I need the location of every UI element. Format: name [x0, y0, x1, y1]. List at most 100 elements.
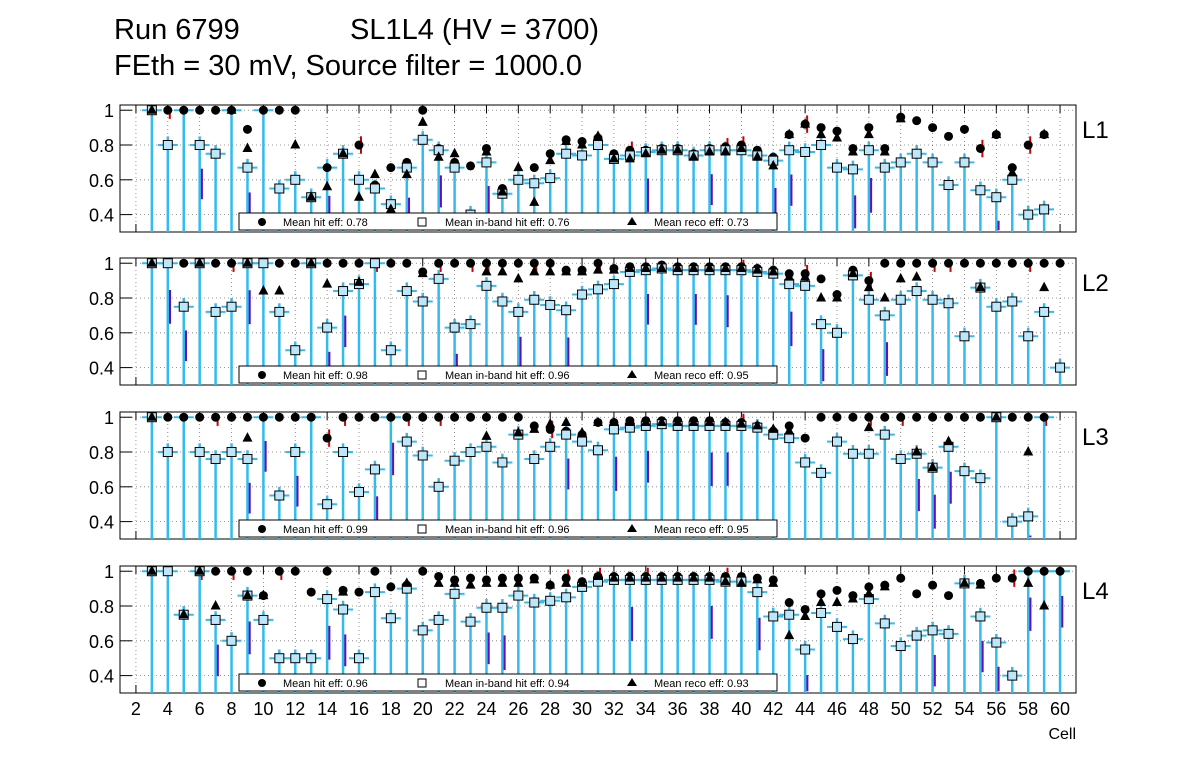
inband-eff-point	[927, 157, 938, 168]
inband-eff-point	[529, 294, 540, 305]
hit-eff-point	[481, 258, 491, 268]
x-tick-label: 48	[859, 699, 879, 719]
reco-eff-point	[306, 191, 317, 201]
inband-eff-point	[577, 289, 588, 300]
hit-eff-point	[386, 582, 396, 592]
hit-eff-point	[529, 163, 539, 173]
legend-inband-marker	[417, 524, 427, 534]
inband-eff-point	[417, 450, 428, 461]
hit-eff-point	[1007, 573, 1017, 583]
reco-eff-point	[895, 272, 906, 283]
inband-eff-point	[465, 319, 476, 330]
chart-title-line2: FEth = 30 mV, Source filter = 1000.0	[114, 50, 583, 82]
hit-eff-point	[1055, 258, 1065, 268]
legend-box	[238, 519, 778, 538]
hit-eff-point	[928, 580, 938, 590]
inband-eff-point	[306, 653, 317, 664]
legend-reco-label: Mean reco eff: 0.93	[654, 678, 749, 690]
hit-eff-point	[274, 412, 284, 422]
hit-eff-point	[434, 571, 444, 581]
reco-eff-point	[640, 416, 651, 426]
reco-eff-point	[290, 139, 301, 149]
reco-eff-point	[640, 147, 651, 158]
reco-eff-point	[879, 145, 890, 156]
inband-eff-point	[816, 607, 827, 618]
reco-eff-point	[784, 425, 795, 435]
hit-eff-point	[959, 412, 969, 422]
y-tick-label: 0.8	[89, 597, 114, 617]
legend-hit-label: Mean hit eff: 0.98	[283, 370, 368, 382]
inband-eff-point	[385, 345, 396, 356]
inband-eff-point	[242, 453, 253, 464]
legend-reco-marker	[627, 370, 637, 378]
legend-reco-label: Mean reco eff: 0.95	[654, 524, 749, 536]
reco-eff-point	[688, 262, 699, 272]
inband-eff-point	[561, 148, 572, 159]
inband-eff-point	[210, 453, 221, 464]
y-tick-label: 1	[104, 408, 114, 428]
inband-eff-point	[863, 145, 874, 156]
inband-eff-point	[274, 653, 285, 664]
hit-eff-point	[513, 258, 523, 268]
x-tick-label: 28	[540, 699, 560, 719]
legend-hit-marker	[258, 525, 266, 533]
x-tick-label: 60	[1050, 699, 1070, 719]
x-tick-label: 8	[227, 699, 237, 719]
inband-eff-point	[1007, 516, 1018, 527]
inband-eff-point	[513, 590, 524, 601]
inband-eff-point	[832, 162, 842, 173]
reco-eff-point	[832, 132, 842, 142]
reco-eff-point	[401, 168, 412, 179]
inband-eff-point	[274, 183, 285, 194]
reco-eff-point	[959, 577, 970, 587]
hit-eff-point	[944, 412, 954, 422]
inband-eff-point	[847, 448, 858, 459]
inband-eff-point	[911, 148, 922, 159]
reco-eff-point	[242, 432, 253, 442]
hit-eff-point	[450, 258, 460, 268]
inband-eff-point	[274, 306, 285, 317]
inband-eff-point	[417, 296, 428, 307]
reco-eff-point	[816, 596, 827, 607]
reco-eff-point	[943, 435, 954, 446]
inband-eff-point	[481, 157, 492, 168]
inband-eff-point	[529, 453, 540, 464]
hit-eff-point	[354, 587, 364, 597]
inband-eff-point	[832, 436, 842, 447]
inband-eff-point	[895, 157, 906, 168]
inband-eff-point	[911, 630, 922, 641]
legend: Mean hit eff: 0.99 Mean in-band hit eff: …	[238, 519, 778, 538]
inband-eff-point	[975, 473, 986, 484]
inband-eff-point	[258, 614, 269, 625]
reco-eff-point	[736, 262, 747, 272]
reco-eff-point	[529, 196, 540, 206]
y-tick-label: 0.6	[89, 478, 114, 498]
reco-eff-point	[433, 577, 444, 587]
reco-eff-point	[417, 267, 428, 278]
hit-eff-point	[290, 566, 300, 576]
reco-eff-point	[879, 580, 890, 591]
x-tick-label: 40	[731, 699, 751, 719]
inband-eff-point	[561, 305, 572, 316]
hit-eff-point	[179, 412, 189, 422]
x-tick-label: 18	[381, 699, 401, 719]
reco-eff-point	[481, 265, 492, 276]
reco-eff-point	[561, 577, 572, 587]
hit-eff-point	[290, 412, 300, 422]
reco-eff-point	[911, 271, 922, 281]
hit-eff-point	[338, 258, 348, 268]
legend-inband-marker	[417, 370, 427, 380]
inband-eff-point	[290, 653, 301, 664]
reco-eff-point	[640, 262, 651, 272]
hit-eff-point	[1023, 412, 1033, 422]
reco-eff-point	[561, 265, 572, 276]
hit-eff-point	[832, 412, 842, 422]
inband-eff-point	[991, 637, 1002, 648]
inband-eff-point	[210, 614, 221, 625]
reco-eff-point	[768, 423, 779, 433]
x-tick-label: 34	[636, 699, 656, 719]
hit-eff-point	[258, 412, 268, 422]
hit-eff-point	[434, 412, 444, 422]
x-tick-label: 6	[195, 699, 205, 719]
hit-eff-point	[864, 582, 874, 592]
